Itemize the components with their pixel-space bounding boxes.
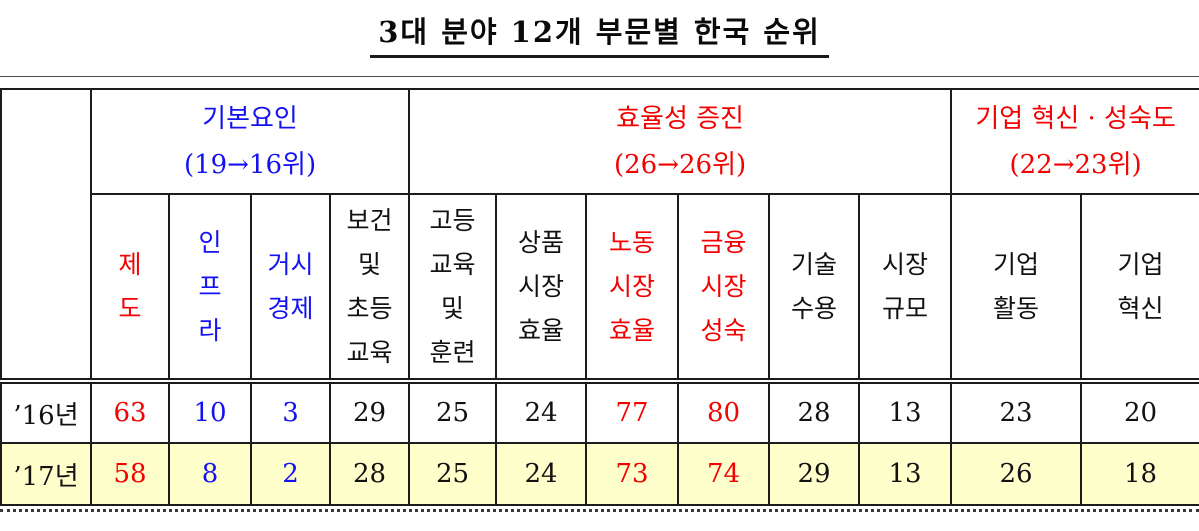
value-cell: 24 — [495, 378, 588, 444]
value-cell: 20 — [1080, 378, 1199, 444]
bottom-dashed-divider — [0, 509, 1199, 512]
value-cell: 29 — [328, 378, 411, 444]
value-cell: 80 — [677, 378, 771, 444]
col-header-goods-market-efficiency: 상품 시장 효율 — [495, 193, 588, 382]
row-label-year-2016: ’16년 — [0, 378, 92, 444]
value-cell: 58 — [90, 442, 170, 506]
value-cell: 28 — [768, 378, 861, 444]
value-cell: 3 — [250, 378, 331, 444]
value-cell: 23 — [950, 378, 1083, 444]
table-row-2017: ’17년 58 8 2 28 25 24 73 74 29 13 26 18 — [0, 442, 1199, 506]
value-cell: 26 — [950, 442, 1083, 506]
table-row-2016: ’16년 63 10 3 29 25 24 77 80 28 13 23 20 — [0, 378, 1199, 444]
korea-ranking-table: 기본요인 (19→16위) 효율성 증진 (26→26위) 기업 혁신 · 성숙… — [0, 88, 1199, 506]
group-header-efficiency-enhancers: 효율성 증진 (26→26위) — [408, 88, 953, 195]
group-rank-change: (26→26위) — [613, 149, 747, 180]
value-cell: 8 — [168, 442, 252, 506]
value-cell: 2 — [250, 442, 331, 506]
value-cell: 77 — [585, 378, 680, 444]
value-cell: 28 — [328, 442, 411, 506]
value-cell: 13 — [858, 378, 953, 444]
sub-header-row: 제 도 인 프 라 거시 경제 보건 및 초등 교육 고등 교육 및 훈련 상품… — [1, 193, 1199, 382]
col-header-financial-market-maturity: 금융 시장 성숙 — [677, 193, 771, 382]
group-header-innovation-sophistication: 기업 혁신 · 성숙도 (22→23위) — [950, 88, 1199, 195]
page-title: 3대 분야 12개 부문별 한국 순위 — [370, 9, 829, 58]
top-thin-rule — [0, 76, 1199, 77]
value-cell: 29 — [768, 442, 861, 506]
group-name: 기업 혁신 · 성숙도 — [975, 103, 1176, 134]
col-header-labor-market-efficiency: 노동 시장 효율 — [585, 193, 680, 382]
col-header-business-activity: 기업 활동 — [950, 193, 1083, 382]
col-header-infrastructure: 인 프 라 — [168, 193, 252, 382]
value-cell: 73 — [585, 442, 680, 506]
col-header-institutions: 제 도 — [90, 193, 170, 382]
value-cell: 13 — [858, 442, 953, 506]
group-rank-change: (22→23위) — [1009, 149, 1142, 180]
group-header-basic-requirements: 기본요인 (19→16위) — [89, 88, 411, 195]
col-header-tech-readiness: 기술 수용 — [768, 193, 861, 382]
value-cell: 25 — [408, 378, 498, 444]
col-header-health-primary-education: 보건 및 초등 교육 — [328, 193, 411, 382]
value-cell: 10 — [168, 378, 252, 444]
title-area: 3대 분야 12개 부문별 한국 순위 — [0, 0, 1199, 76]
value-cell: 74 — [677, 442, 771, 506]
group-name: 기본요인 — [202, 103, 298, 134]
col-header-macroeconomy: 거시 경제 — [250, 193, 331, 382]
group-header-row: 기본요인 (19→16위) 효율성 증진 (26→26위) 기업 혁신 · 성숙… — [0, 88, 1199, 382]
value-cell: 18 — [1080, 442, 1199, 506]
group-name: 효율성 증진 — [616, 103, 744, 134]
group-rank-change: (19→16위) — [183, 149, 317, 180]
col-header-market-size: 시장 규모 — [858, 193, 953, 382]
col-header-higher-education-training: 고등 교육 및 훈련 — [408, 193, 498, 382]
corner-cell — [0, 88, 92, 382]
value-cell: 24 — [495, 442, 588, 506]
value-cell: 63 — [90, 378, 170, 444]
col-header-business-innovation: 기업 혁신 — [1080, 193, 1199, 382]
value-cell: 25 — [408, 442, 498, 506]
row-label-year-2017: ’17년 — [0, 442, 92, 506]
